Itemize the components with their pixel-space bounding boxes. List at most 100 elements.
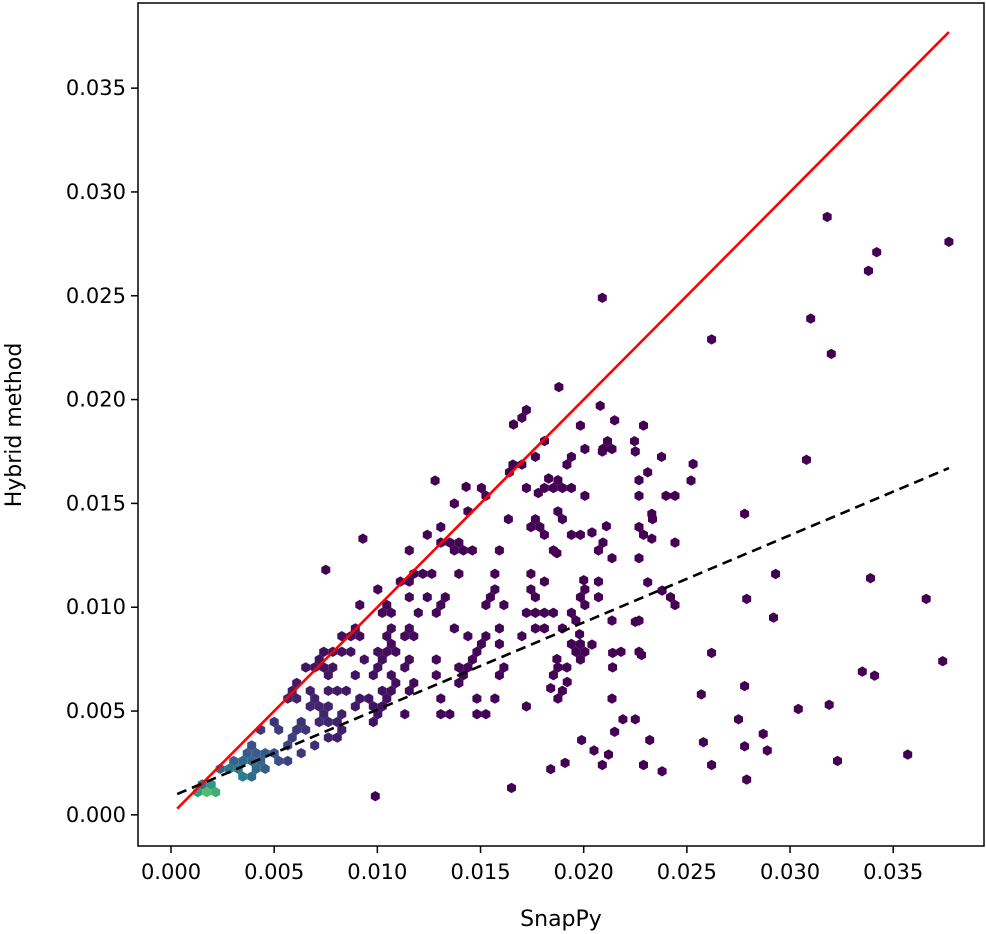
hex-bin-outlier [698, 737, 708, 748]
hex-bin [571, 646, 581, 657]
hex-bin [535, 521, 545, 533]
hex-bin [530, 623, 540, 634]
hex-bin [575, 638, 585, 650]
hex-bin [499, 599, 509, 611]
hex-bin [373, 584, 383, 595]
hex-bin [386, 623, 396, 634]
hex-bin [481, 490, 491, 501]
hex-bin [310, 693, 320, 704]
hex-bin [530, 514, 540, 525]
hex-bin-outlier [826, 348, 836, 360]
hex-bin [274, 724, 284, 735]
hex-bin-outlier [608, 662, 618, 673]
hex-bin-outlier [562, 676, 572, 688]
hex-bin [337, 709, 347, 720]
hex-bin [634, 490, 644, 501]
hex-bin [454, 537, 464, 548]
hex-bin [247, 755, 257, 767]
hex-bin [409, 677, 419, 689]
hex-bin [314, 701, 324, 712]
hex-bin [346, 646, 356, 657]
hex-bin-outlier [601, 521, 611, 532]
hex-bin [400, 709, 410, 720]
hex-bin [355, 599, 365, 611]
hexbin-layer [193, 211, 954, 802]
hex-bin [472, 646, 482, 657]
hex-bin-outlier [740, 508, 750, 519]
hex-bin-outlier [771, 568, 781, 580]
hex-bin [350, 701, 360, 712]
hex-bin-outlier [758, 728, 768, 740]
plot-frame [137, 2, 985, 847]
hex-bin [521, 482, 531, 494]
hex-bin-outlier [769, 612, 778, 623]
y-tick-label: 0.025 [66, 284, 126, 308]
hex-bin [603, 436, 612, 447]
hex-bin [323, 716, 333, 728]
hex-bin-outlier [554, 381, 564, 393]
hex-bin [386, 607, 396, 618]
identity-line [176, 31, 950, 810]
hex-bin [391, 677, 401, 689]
hex-bin [557, 482, 567, 494]
hex-bin [386, 670, 396, 681]
hex-bin [530, 451, 540, 462]
hex-bin-outlier [552, 548, 562, 559]
hex-bin [499, 662, 509, 673]
hex-bin [404, 654, 414, 665]
hex-bin-outlier [618, 714, 628, 725]
hex-bin-outlier [824, 699, 834, 710]
hex-bin [332, 732, 342, 743]
hex-bin [539, 576, 549, 587]
hex-bin [247, 740, 257, 751]
hex-bin [634, 553, 644, 564]
hex-bin [301, 662, 311, 673]
hex-bin [594, 545, 603, 556]
hex-bin-outlier [742, 593, 752, 605]
hex-bin [418, 568, 428, 579]
hex-bin [440, 592, 450, 603]
hex-bin [454, 662, 464, 673]
hex-bin [490, 568, 500, 579]
hex-bin [251, 748, 261, 759]
hex-bin-outlier [696, 689, 706, 700]
hex-bin [670, 537, 680, 548]
hex-bin-outlier [589, 745, 599, 756]
hex-bin [238, 771, 248, 782]
hex-bin [355, 693, 365, 704]
hex-bin [449, 623, 459, 634]
hex-bin [575, 420, 585, 431]
hex-bin [404, 685, 414, 696]
hex-bin [377, 607, 387, 618]
hex-bin [494, 638, 504, 650]
hex-bin [607, 615, 617, 626]
hex-bin-outlier [647, 533, 657, 544]
hex-bin [661, 490, 671, 501]
hex-bin [553, 475, 563, 486]
hex-bin-outlier [903, 749, 913, 760]
hex-bin [594, 592, 603, 603]
hex-bin [202, 787, 212, 798]
hex-bin [409, 631, 419, 642]
y-tick-label: 0.005 [66, 699, 126, 723]
hex-bin [238, 755, 248, 767]
y-tick-label: 0.015 [66, 491, 126, 515]
hex-bin-outlier [944, 236, 954, 247]
hex-bin [526, 568, 536, 579]
hex-bin [517, 631, 527, 642]
hex-bin-outlier [793, 703, 803, 715]
hex-bin-outlier [587, 639, 597, 650]
hex-bin [530, 607, 540, 618]
hex-bin [548, 482, 558, 494]
hex-bin-outlier [608, 647, 618, 659]
hex-bin [337, 724, 347, 735]
hex-bin [566, 638, 576, 650]
hex-bin [260, 763, 270, 774]
hex-bin [287, 732, 297, 743]
hex-bin [562, 459, 572, 470]
hex-bin-outlier [597, 759, 607, 771]
hex-bin-outlier [604, 749, 613, 760]
hex-bin [350, 670, 360, 681]
y-tick-label: 0.010 [66, 595, 126, 619]
hex-bin [355, 631, 365, 642]
